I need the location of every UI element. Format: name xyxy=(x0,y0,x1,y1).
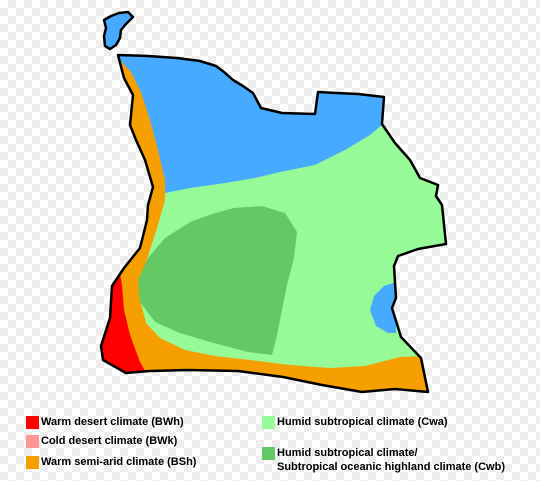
legend-swatch-cwa xyxy=(262,416,275,429)
cabinda-exclave xyxy=(102,10,135,51)
legend-label-cwb-line2: Subtropical oceanic highland climate (Cw… xyxy=(277,461,505,473)
mainland-border xyxy=(99,53,448,394)
region-cwb xyxy=(138,206,297,355)
legend-swatch-cwb xyxy=(262,447,275,460)
angola-climate-map xyxy=(99,10,448,394)
legend-swatch-bwh xyxy=(26,416,39,429)
region-bwh xyxy=(101,262,148,380)
legend-swatch-bwk xyxy=(26,435,39,448)
region-aw-east xyxy=(370,282,396,333)
legend-label-cwb-line1: Humid subtropical climate/ xyxy=(277,447,418,459)
legend-swatch-bsh xyxy=(26,456,39,469)
legend-label-bwk: Cold desert climate (BWk) xyxy=(41,435,178,447)
legend-label-bsh: Warm semi-arid climate (BSh) xyxy=(41,456,197,468)
legend-label-bwh: Warm desert climate (BWh) xyxy=(41,416,184,428)
legend-label-cwa: Humid subtropical climate (Cwa) xyxy=(277,416,448,428)
